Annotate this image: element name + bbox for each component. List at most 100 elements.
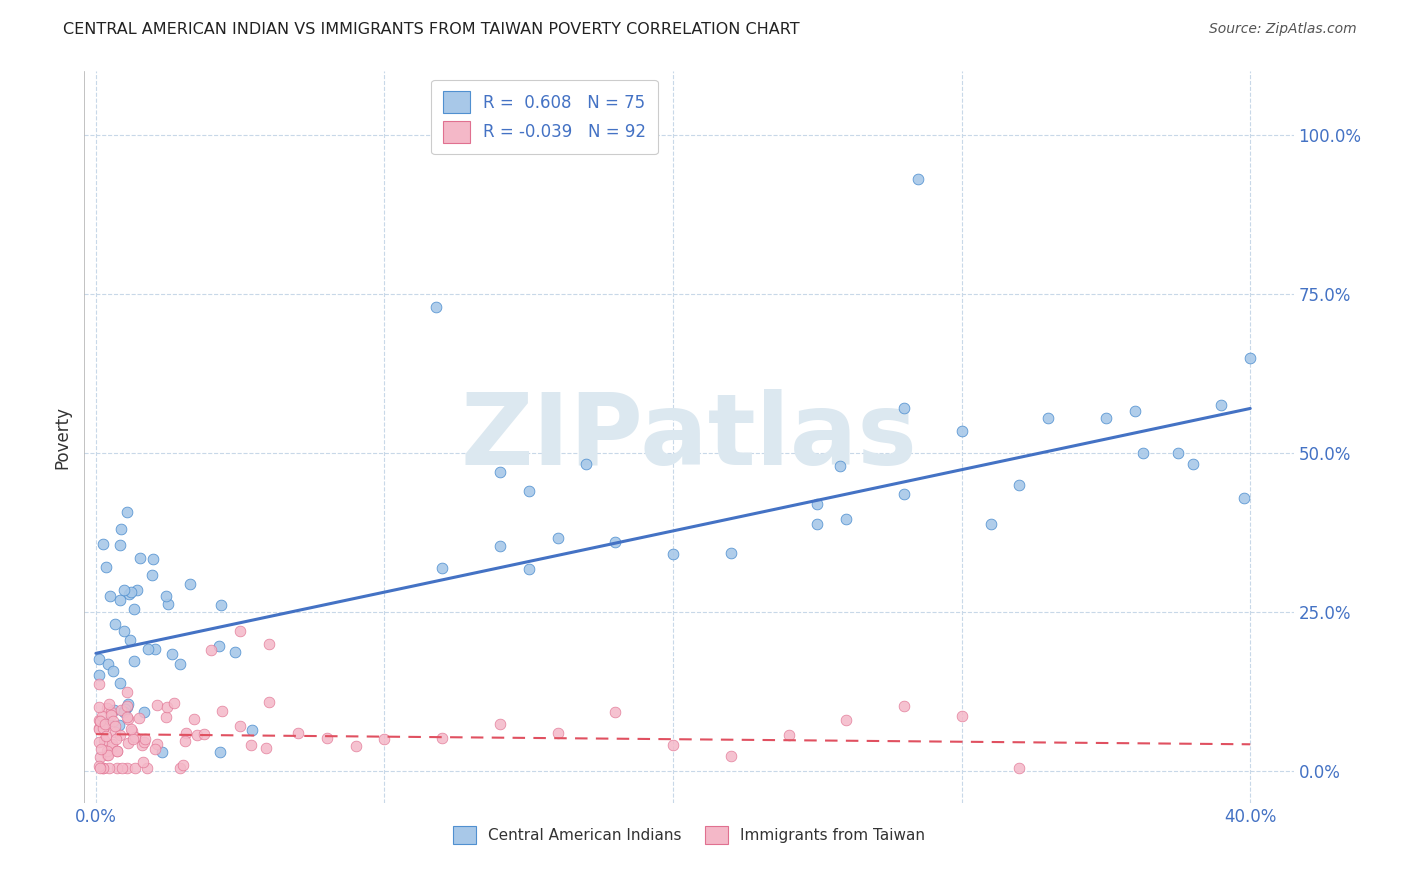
Point <box>108 676 131 690</box>
Point <box>105 761 128 775</box>
Point <box>117 710 139 724</box>
Point <box>127 583 149 598</box>
Point <box>575 457 598 471</box>
Point <box>112 583 135 598</box>
Legend: Central American Indians, Immigrants from Taiwan: Central American Indians, Immigrants fro… <box>447 820 931 850</box>
Point <box>720 546 742 560</box>
Point <box>134 734 156 748</box>
Point <box>124 761 146 775</box>
Point <box>907 172 929 186</box>
Point <box>89 652 111 666</box>
Point <box>1181 458 1204 472</box>
Point <box>193 726 215 740</box>
Point <box>1008 761 1031 775</box>
Point <box>107 717 129 731</box>
Point <box>605 534 627 549</box>
Point <box>87 722 110 736</box>
Text: CENTRAL AMERICAN INDIAN VS IMMIGRANTS FROM TAIWAN POVERTY CORRELATION CHART: CENTRAL AMERICAN INDIAN VS IMMIGRANTS FR… <box>63 22 800 37</box>
Point <box>143 742 166 756</box>
Point <box>979 517 1001 532</box>
Point <box>110 522 132 536</box>
Point <box>146 698 169 712</box>
Point <box>117 697 139 711</box>
Point <box>98 589 121 603</box>
Point <box>778 727 800 741</box>
Point <box>115 699 138 714</box>
Point <box>156 597 179 611</box>
Point <box>1038 410 1060 425</box>
Point <box>117 684 139 698</box>
Point <box>114 702 136 716</box>
Point <box>169 657 191 672</box>
Point <box>87 713 110 727</box>
Point <box>150 745 173 759</box>
Point <box>257 637 280 651</box>
Point <box>224 645 246 659</box>
Point <box>132 756 155 770</box>
Point <box>91 709 114 723</box>
Point <box>96 744 118 758</box>
Point <box>830 458 852 473</box>
Point <box>183 712 205 726</box>
Point <box>112 705 135 719</box>
Point <box>117 735 139 749</box>
Point <box>132 705 155 719</box>
Point <box>105 743 128 757</box>
Text: Source: ZipAtlas.com: Source: ZipAtlas.com <box>1209 22 1357 37</box>
Point <box>94 717 117 731</box>
Point <box>124 654 146 668</box>
Point <box>115 761 138 775</box>
Point <box>87 735 110 749</box>
Point <box>239 738 262 752</box>
Point <box>120 722 142 736</box>
Point <box>96 560 118 574</box>
Point <box>91 722 114 736</box>
Point <box>96 701 118 715</box>
Point <box>91 537 114 551</box>
Point <box>111 761 134 775</box>
Point <box>163 696 186 710</box>
Point <box>101 714 124 728</box>
Point <box>142 551 165 566</box>
Point <box>179 576 201 591</box>
Point <box>229 719 252 733</box>
Point <box>124 601 146 615</box>
Point <box>89 749 111 764</box>
Point <box>211 704 233 718</box>
Point <box>517 484 540 499</box>
Point <box>128 711 150 725</box>
Point <box>110 703 132 717</box>
Point <box>489 465 512 479</box>
Point <box>186 728 208 742</box>
Point <box>100 705 122 719</box>
Point <box>115 700 138 714</box>
Point <box>200 643 222 657</box>
Point <box>87 668 110 682</box>
Point <box>129 551 152 566</box>
Point <box>547 725 569 739</box>
Point <box>89 761 111 775</box>
Point <box>208 639 231 653</box>
Point <box>209 745 232 759</box>
Point <box>100 708 122 723</box>
Point <box>344 739 367 753</box>
Point <box>97 747 120 762</box>
Point <box>141 567 163 582</box>
Point <box>720 749 742 764</box>
Point <box>97 657 120 671</box>
Point <box>662 547 685 561</box>
Point <box>240 723 263 738</box>
Point <box>209 599 232 613</box>
Point <box>93 733 115 747</box>
Point <box>893 401 915 416</box>
Point <box>950 709 973 723</box>
Point <box>89 759 111 773</box>
Point <box>893 699 915 714</box>
Point <box>118 633 141 648</box>
Point <box>517 562 540 576</box>
Point <box>87 722 110 736</box>
Point <box>121 724 143 739</box>
Point <box>112 624 135 638</box>
Point <box>136 641 159 656</box>
Point <box>1239 351 1261 365</box>
